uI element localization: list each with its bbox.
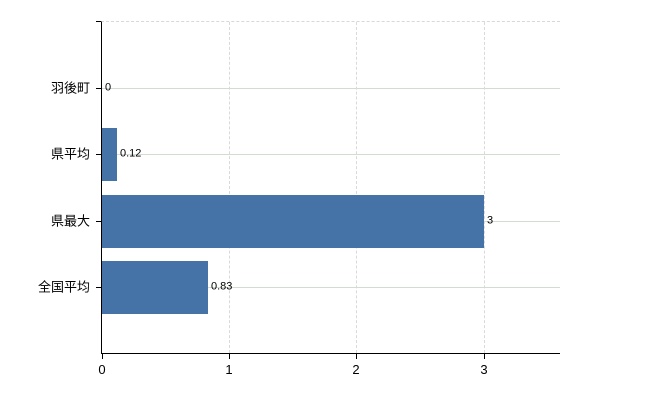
bar-value-label: 0.12 [120, 147, 142, 160]
bar-value-label: 0.83 [211, 280, 233, 293]
v-gridline [356, 22, 357, 353]
y-axis-category-label: 全国平均 [37, 279, 90, 295]
x-axis-tick [484, 354, 485, 359]
y-axis-top-tick [96, 21, 101, 22]
v-gridline [229, 22, 230, 353]
plot-area: 0 0.12 3 0.83 [101, 21, 560, 354]
x-axis-tick [229, 354, 230, 359]
y-axis-category-label: 羽後町 [50, 80, 90, 96]
x-axis-tick-label: 2 [352, 362, 360, 377]
bar[interactable] [102, 127, 117, 181]
x-axis-tick-label: 1 [225, 362, 233, 377]
y-axis-tick [96, 221, 101, 222]
y-axis-tick [96, 287, 101, 288]
y-axis-category-label: 県平均 [50, 146, 90, 162]
bar[interactable] [102, 260, 208, 314]
bar-value-label: 0 [105, 81, 112, 94]
y-axis-tick [96, 154, 101, 155]
h-gridline [102, 154, 560, 155]
x-axis-tick-label: 3 [480, 362, 488, 377]
y-axis-category-label: 県最大 [50, 213, 90, 229]
x-axis-tick [102, 354, 103, 359]
v-gridline [484, 22, 485, 353]
bar[interactable] [102, 194, 484, 248]
h-gridline [102, 88, 560, 89]
h-gridline [102, 287, 560, 288]
y-axis-tick [96, 88, 101, 89]
x-axis-tick-label: 0 [98, 362, 106, 377]
x-axis-tick [356, 354, 357, 359]
bar-value-label: 3 [487, 214, 494, 227]
